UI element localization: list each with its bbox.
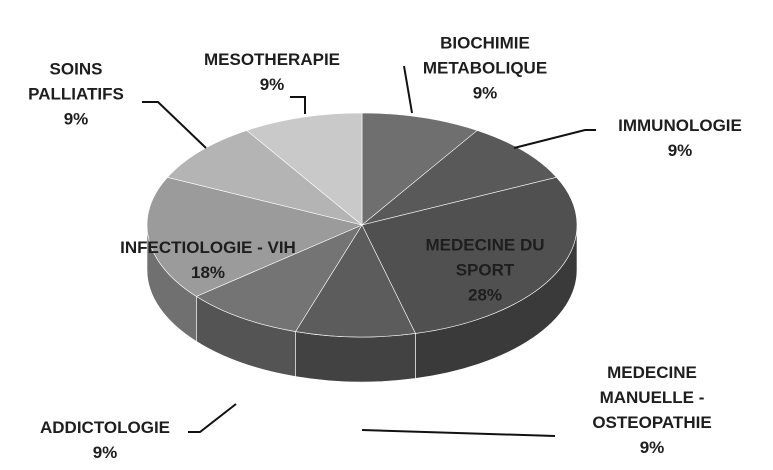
leader-line — [403, 65, 413, 114]
slice-label: ADDICTOLOGIE 9% — [10, 415, 200, 465]
leader-line — [513, 129, 596, 149]
value-label: 9% — [92, 443, 118, 462]
slice-side — [295, 331, 416, 383]
value-label: 9% — [472, 83, 498, 103]
slice — [361, 176, 578, 334]
category-label: IMMUNOLOGIE — [618, 116, 742, 135]
category-label: SOINS PALLIATIFS — [28, 59, 124, 104]
slice — [166, 130, 363, 226]
slice — [295, 224, 416, 338]
slice — [361, 112, 478, 226]
value-label: 9% — [63, 109, 89, 129]
value-label: 9% — [667, 141, 693, 160]
value-label: 28% — [467, 285, 503, 305]
category-label: MEDECINE MANUELLE - OSTEOPATHIE — [592, 363, 712, 432]
slice — [195, 224, 363, 332]
slice — [361, 130, 558, 226]
leader-line — [290, 96, 306, 114]
category-label: MESOTHERAPIE — [203, 50, 341, 69]
leader-line — [188, 403, 237, 433]
value-label: 9% — [639, 438, 665, 457]
category-label: INFECTIOLOGIE - VIH — [120, 238, 296, 257]
value-label: 18% — [190, 263, 226, 282]
category-label: BIOCHIMIE METABOLIQUE — [422, 33, 548, 78]
slice — [146, 176, 363, 297]
slice — [246, 112, 363, 226]
leader-line — [142, 101, 207, 149]
slice-label: MEDECINE MANUELLE - OSTEOPATHIE 9% — [567, 360, 737, 460]
slice-label: IMMUNOLOGIE 9% — [595, 113, 765, 163]
slice-label: SOINS PALLIATIFS 9% — [1, 57, 151, 132]
value-label: 9% — [259, 75, 285, 94]
slice-label: INFECTIOLOGIE - VIH 18% — [118, 235, 298, 285]
category-label: MEDECINE DU SPORT — [425, 235, 545, 280]
slice-label: MEDECINE DU SPORT 28% — [400, 233, 570, 308]
category-label: ADDICTOLOGIE — [39, 418, 171, 437]
slice-label: BIOCHIMIE METABOLIQUE 9% — [400, 31, 570, 106]
leader-line — [361, 429, 556, 437]
slice-label: MESOTHERAPIE 9% — [177, 47, 367, 97]
